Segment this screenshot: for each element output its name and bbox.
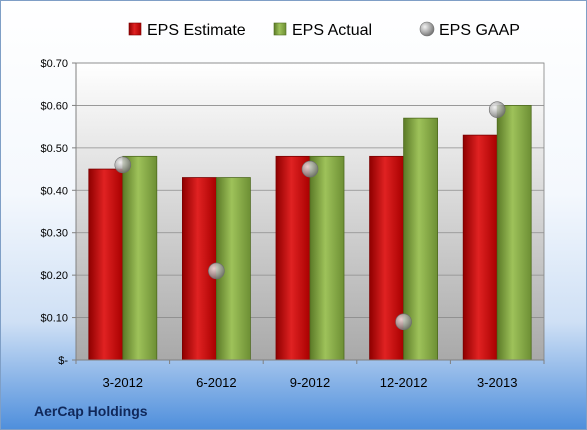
y-tick-label: $0.30	[40, 228, 68, 240]
bar-eps-estimate	[369, 155, 405, 361]
y-tick-label: $0.20	[40, 270, 68, 282]
y-tick-label: $0.50	[40, 143, 68, 155]
y-tick-label: $0.60	[40, 100, 68, 112]
bar-eps-estimate	[462, 134, 498, 361]
bar-eps-actual	[122, 155, 158, 361]
x-tick-label: 3-2012	[103, 375, 143, 390]
y-tick-label: $0.40	[40, 185, 68, 197]
legend-swatch	[419, 21, 435, 37]
legend-label: EPS GAAP	[439, 22, 520, 39]
x-tick-label: 3-2013	[477, 375, 517, 390]
legend-swatch	[128, 22, 142, 36]
marker-eps-gaap	[114, 156, 132, 174]
marker-eps-gaap	[395, 313, 412, 331]
y-tick-label: $0.10	[40, 313, 68, 325]
legend-label: EPS Estimate	[147, 22, 246, 39]
marker-eps-gaap	[488, 101, 506, 118]
x-tick-label: 6-2012	[196, 375, 236, 390]
bar-eps-actual	[309, 155, 345, 361]
bar-eps-estimate	[275, 155, 311, 361]
company-name: AerCap Holdings	[34, 403, 148, 419]
x-tick-label: 12-2012	[380, 375, 428, 390]
x-tick-label: 9-2012	[290, 375, 330, 390]
y-tick-label: $0.70	[40, 58, 68, 70]
bar-eps-actual	[496, 105, 532, 361]
bar-eps-estimate	[88, 168, 124, 361]
marker-eps-gaap	[208, 262, 225, 280]
marker-eps-gaap	[301, 160, 319, 178]
y-tick-label: $-	[58, 355, 68, 367]
legend-swatch	[273, 22, 287, 36]
legend-label: EPS Actual	[292, 22, 372, 39]
